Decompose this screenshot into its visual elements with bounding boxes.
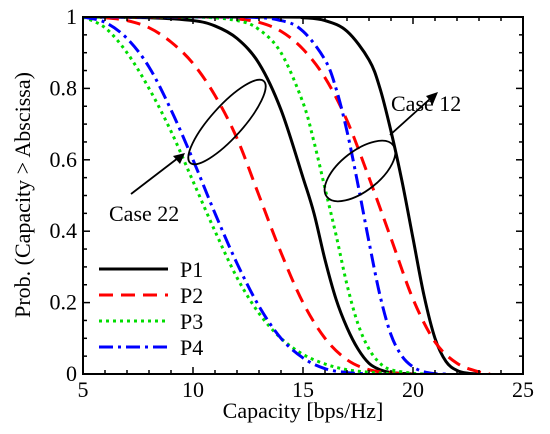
series-line-p3-case-22 xyxy=(83,17,414,374)
legend: P1 P2 P3 P4 xyxy=(99,257,203,360)
annotation-case-22: Case 22 xyxy=(109,78,267,226)
case-12-ellipse xyxy=(323,139,397,203)
series-line-p2-case-22 xyxy=(83,17,414,374)
annotation-case-12: Case 12 xyxy=(323,91,461,203)
case-12-label: Case 12 xyxy=(391,91,461,116)
y-tick-label: 0.4 xyxy=(50,218,78,243)
legend-label-p4: P4 xyxy=(180,335,203,360)
legend-label-p2: P2 xyxy=(180,283,203,308)
case-22-label: Case 22 xyxy=(109,201,179,226)
x-axis-title: Capacity [bps/Hz] xyxy=(223,398,384,423)
legend-label-p3: P3 xyxy=(180,309,203,334)
x-tick-label: 25 xyxy=(512,377,534,402)
case-22-ellipse xyxy=(187,78,267,166)
x-tick-label: 10 xyxy=(182,377,204,402)
x-tick-label: 5 xyxy=(78,377,89,402)
case-12-arrow xyxy=(389,97,432,136)
series-layer xyxy=(83,17,491,374)
series-line-p4-case-22 xyxy=(83,17,370,374)
y-tick-label: 0 xyxy=(66,361,77,386)
ticks-layer: 5 10 15 20 25 0 0.2 0.4 0.6 0.8 1 xyxy=(50,4,535,402)
y-tick-label: 0.8 xyxy=(50,75,78,100)
y-tick-label: 1 xyxy=(66,4,77,29)
y-axis-title: Prob. (Capacity > Abscissa) xyxy=(10,72,35,318)
series-line-p1-case-22 xyxy=(83,17,414,374)
legend-label-p1: P1 xyxy=(180,257,203,282)
y-tick-label: 0.2 xyxy=(50,290,78,315)
case-22-arrowhead xyxy=(173,153,185,164)
case-22-arrow xyxy=(130,157,179,195)
x-tick-label: 15 xyxy=(292,377,314,402)
case-12-arrowhead xyxy=(426,92,438,104)
x-tick-label: 20 xyxy=(402,377,424,402)
y-tick-label: 0.6 xyxy=(50,147,78,172)
